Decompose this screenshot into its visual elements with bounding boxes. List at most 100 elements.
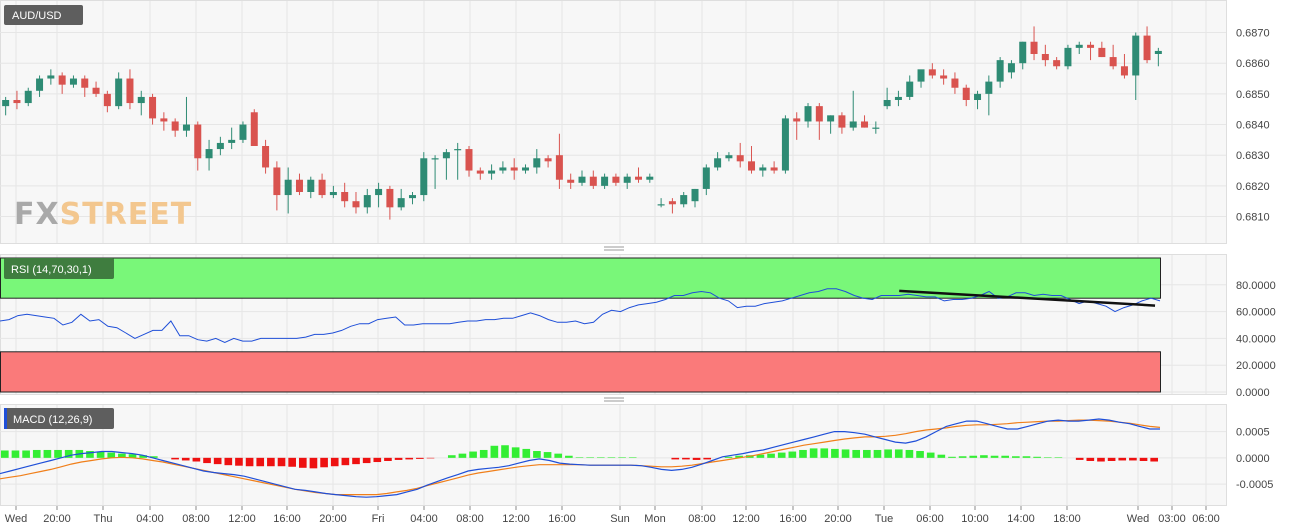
macd-hist-bar xyxy=(330,457,339,467)
macd-hist-bar xyxy=(118,453,126,458)
macd-hist-bar xyxy=(937,454,946,458)
candle-body xyxy=(408,195,416,199)
candle xyxy=(917,69,925,88)
x-tick-label: Tue xyxy=(875,513,894,525)
macd-hist-bar xyxy=(809,448,818,458)
symbol-tag[interactable]: AUD/USD xyxy=(4,5,83,25)
candle xyxy=(521,164,529,174)
candle xyxy=(1064,44,1072,70)
candle-body xyxy=(375,188,383,196)
candle-body xyxy=(1154,50,1162,54)
macd-hist-bar xyxy=(288,457,296,467)
candle-body xyxy=(521,167,529,171)
macd-hist-bar xyxy=(554,453,563,458)
macd-hist-bar xyxy=(777,452,786,458)
macd-hist-bar xyxy=(948,456,956,458)
candle-body xyxy=(465,149,473,171)
candle-body xyxy=(205,149,213,159)
x-tick-label: 04:00 xyxy=(136,513,164,525)
candle-body xyxy=(861,121,869,128)
rsi-trendline[interactable] xyxy=(899,289,1156,307)
macd-hist-bar xyxy=(341,457,350,466)
candle xyxy=(974,90,982,110)
macd-hist-bar xyxy=(565,455,573,458)
macd-tick-label: 0.0005 xyxy=(1236,427,1270,439)
watermark-logo: FXSTREET xyxy=(14,197,192,232)
rsi-tick-label: 80.0000 xyxy=(1236,280,1276,292)
candle xyxy=(397,188,405,211)
candle xyxy=(1087,41,1095,61)
x-tick-label: 08:00 xyxy=(456,513,484,525)
candle-body xyxy=(601,176,609,186)
macd-hist-bar xyxy=(181,457,190,461)
macd-hist-bar xyxy=(11,450,20,458)
candle-body xyxy=(228,139,236,143)
candle-body xyxy=(431,158,439,160)
candle-body xyxy=(872,127,880,129)
macd-tag[interactable]: MACD (12,26,9) xyxy=(4,408,114,429)
candle xyxy=(940,69,948,85)
candle-body xyxy=(1109,57,1117,67)
candle xyxy=(341,182,349,208)
candle-body xyxy=(24,90,32,104)
candle xyxy=(1075,41,1083,54)
price-tick-label: 0.6870 xyxy=(1236,28,1270,40)
pane-resize-handle-1[interactable] xyxy=(604,246,624,251)
macd-hist-bar xyxy=(511,447,520,458)
macd-hist-bar xyxy=(54,449,62,458)
macd-hist-bar xyxy=(1,450,9,458)
candle xyxy=(883,87,891,110)
candle xyxy=(838,112,846,134)
candle xyxy=(1098,41,1106,58)
macd-pane xyxy=(0,404,1227,506)
candle xyxy=(804,103,812,128)
macd-hist-bar xyxy=(841,449,850,458)
candle xyxy=(182,96,190,137)
candle-body xyxy=(725,155,733,159)
price-pane xyxy=(0,0,1227,244)
candle xyxy=(205,139,213,171)
candle xyxy=(58,72,66,94)
x-tick-label: 18:00 xyxy=(1053,513,1081,525)
candle xyxy=(216,136,224,156)
x-tick-label: 14:00 xyxy=(1007,513,1035,525)
candle-body xyxy=(488,170,496,174)
candle-body xyxy=(137,96,145,104)
candle xyxy=(1007,60,1015,79)
macd-hist-bar xyxy=(575,457,584,458)
candle-body xyxy=(883,100,891,107)
candle-body xyxy=(194,124,202,159)
macd-hist-bar xyxy=(96,451,105,458)
candle xyxy=(623,173,631,189)
macd-hist-bar xyxy=(873,449,882,458)
macd-hist-bar xyxy=(373,457,382,463)
candle xyxy=(1109,44,1117,70)
candle-body xyxy=(691,188,699,202)
rsi-tag[interactable]: RSI (14,70,30,1) xyxy=(4,258,114,279)
candle xyxy=(1019,41,1027,70)
candle-body xyxy=(1041,54,1049,61)
candle xyxy=(36,75,44,97)
candle xyxy=(849,90,857,131)
macd-hist-bar xyxy=(1012,456,1020,458)
candle xyxy=(442,149,450,180)
candle-body xyxy=(974,93,982,100)
macd-hist-bar xyxy=(607,457,616,458)
candle xyxy=(2,96,10,116)
candle-body xyxy=(578,176,586,183)
x-tick-label: 08:00 xyxy=(182,513,210,525)
macd-hist-bar xyxy=(533,451,541,458)
x-tick-label: 16:00 xyxy=(548,513,576,525)
pane-resize-handle-2[interactable] xyxy=(604,397,624,402)
x-tick-label: 06:00 xyxy=(1192,513,1220,525)
macd-hist-bar xyxy=(139,455,147,458)
time-axis: Wed 20:00 Thu 04:00 08:00 12:00 16:00 20:00 Fri 0… xyxy=(5,506,1220,525)
candle-body xyxy=(160,118,168,122)
macd-hist-bar xyxy=(309,457,318,469)
candle xyxy=(714,152,722,171)
candle-body xyxy=(352,201,360,208)
candle xyxy=(635,167,643,183)
candle-body xyxy=(476,170,484,174)
macd-hist-bar xyxy=(969,455,978,458)
price-tick-label: 0.6840 xyxy=(1236,120,1270,132)
